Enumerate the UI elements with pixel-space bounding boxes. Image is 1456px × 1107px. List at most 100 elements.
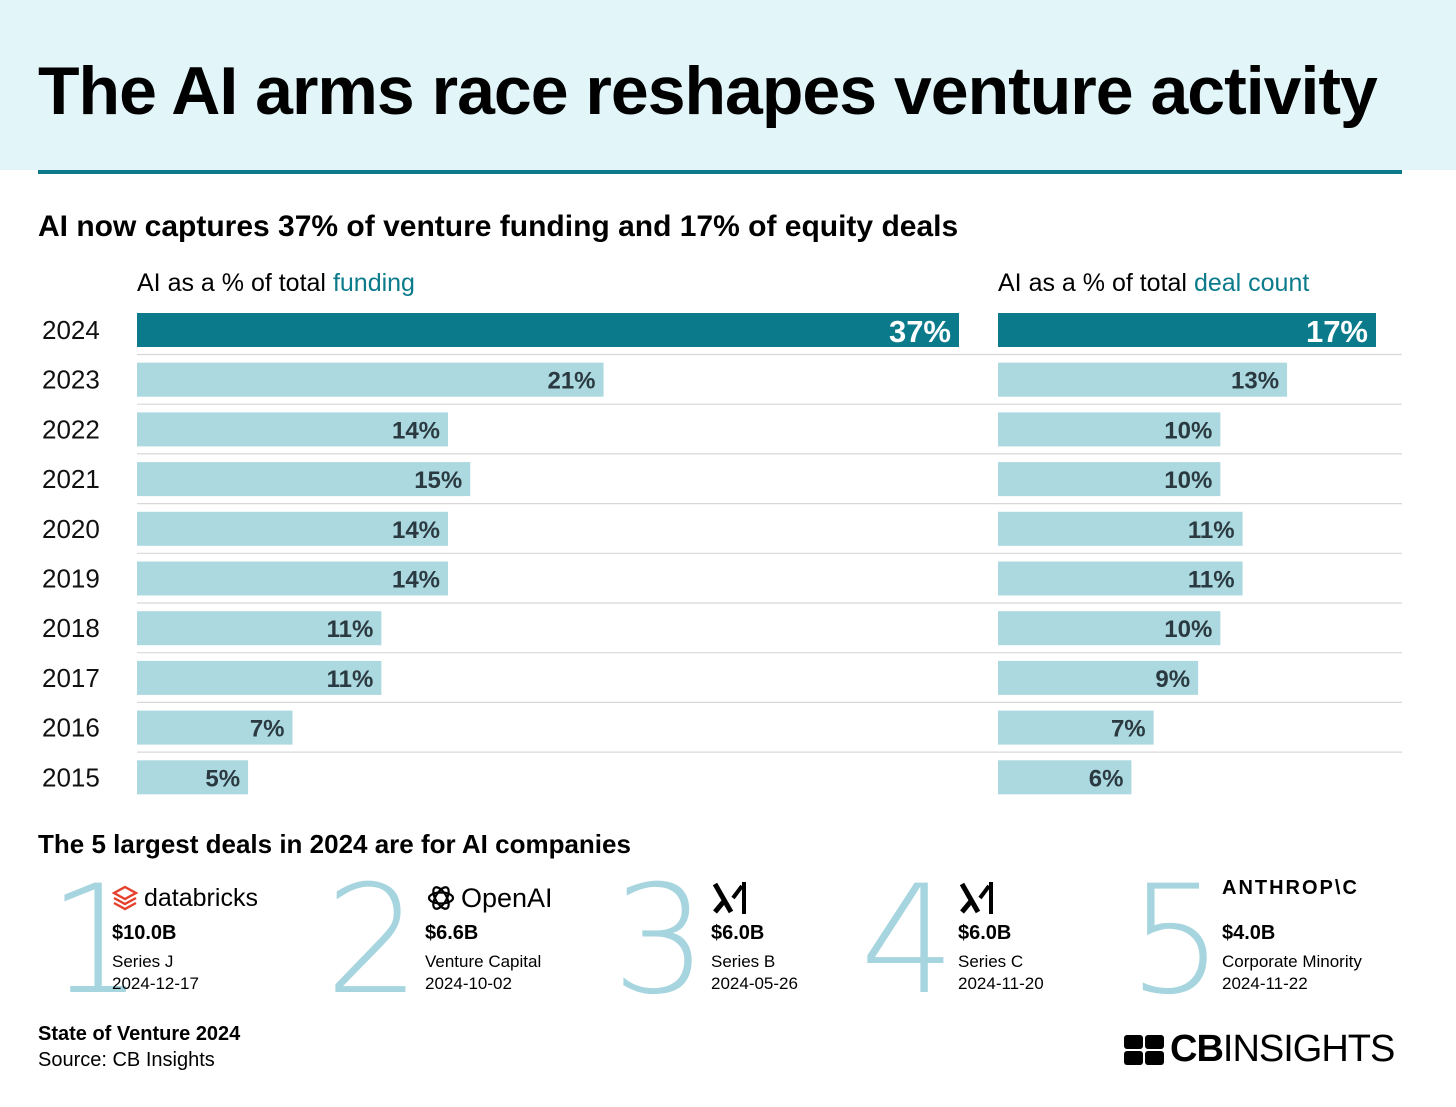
page-title: The AI arms race reshapes venture activi… bbox=[38, 53, 1378, 129]
company-logo-anthropic: ANTHROP\C bbox=[1222, 868, 1359, 908]
funding-bar-2024 bbox=[137, 313, 959, 347]
brand-part-2: INSIGHTS bbox=[1222, 1028, 1395, 1070]
year-label: 2018 bbox=[42, 613, 100, 643]
deal-round: Series J bbox=[112, 952, 174, 971]
deal-amount: $6.0B bbox=[958, 922, 1012, 944]
cb-insights-logo: CB INSIGHTS bbox=[1124, 1028, 1395, 1071]
footer-report-name: State of Venture 2024 bbox=[38, 1023, 241, 1045]
dealcount-bar-2021 bbox=[998, 462, 1221, 497]
funding-bar-2022 bbox=[137, 412, 449, 447]
dealcount-bar-2018 bbox=[998, 611, 1221, 646]
funding-value-label: 11% bbox=[327, 666, 374, 693]
dealcount-value-label: 13% bbox=[1231, 368, 1279, 395]
dealcount-bar-2017 bbox=[998, 660, 1199, 695]
funding-bar-2016 bbox=[137, 710, 293, 745]
dealcount-value-label: 17% bbox=[1306, 314, 1368, 349]
funding-value-label: 14% bbox=[392, 517, 440, 544]
funding-bar-2017 bbox=[137, 660, 382, 695]
dealcount-bar-2024 bbox=[998, 313, 1376, 347]
dealcount-bar-2023 bbox=[998, 362, 1288, 397]
dealcount-value-label: 10% bbox=[1164, 467, 1212, 494]
year-label: 2021 bbox=[42, 464, 100, 494]
title-divider bbox=[38, 170, 1402, 174]
funding-bar-2018 bbox=[137, 611, 382, 646]
company-name: databricks bbox=[144, 883, 258, 912]
cb-insights-mark-icon bbox=[1124, 1034, 1164, 1065]
openai-icon bbox=[427, 886, 455, 910]
deal-rank: 1 bbox=[48, 854, 144, 1028]
year-label: 2022 bbox=[42, 414, 100, 444]
deal-amount: $6.0B bbox=[711, 922, 765, 944]
dealcount-value-label: 10% bbox=[1164, 417, 1212, 444]
year-label: 2020 bbox=[42, 514, 100, 544]
dealcount-header-highlight: deal count bbox=[1193, 269, 1310, 297]
brand-part-1: CB bbox=[1170, 1028, 1224, 1070]
dealcount-bar-2019 bbox=[998, 561, 1243, 596]
funding-value-label: 14% bbox=[392, 417, 440, 444]
deal-amount: $6.6B bbox=[425, 922, 479, 944]
xai-logo-icon bbox=[712, 882, 746, 914]
dealcount-bar-2020 bbox=[998, 511, 1243, 546]
funding-header-highlight: funding bbox=[332, 269, 415, 297]
deals-title: The 5 largest deals in 2024 are for AI c… bbox=[38, 829, 631, 859]
dealcount-value-label: 11% bbox=[1188, 517, 1235, 544]
deal-date: 2024-10-02 bbox=[425, 974, 512, 993]
funding-value-label: 14% bbox=[392, 567, 440, 594]
dealcount-value-label: 6% bbox=[1089, 765, 1124, 792]
funding-bar-2020 bbox=[137, 511, 449, 546]
chart-subtitle: AI now captures 37% of venture funding a… bbox=[38, 210, 959, 243]
funding-value-label: 21% bbox=[547, 368, 595, 395]
dealcount-bar-2022 bbox=[998, 412, 1221, 447]
year-label: 2015 bbox=[42, 762, 100, 792]
company-logo-databricks: databricks bbox=[112, 878, 258, 918]
deal-rank: 5 bbox=[1128, 854, 1224, 1028]
company-logo-openai: OpenAI bbox=[425, 878, 553, 918]
funding-value-label: 7% bbox=[250, 716, 285, 743]
deal-round: Series B bbox=[711, 952, 776, 971]
funding-bar-2015 bbox=[137, 760, 249, 795]
deal-date: 2024-12-17 bbox=[112, 974, 199, 993]
deal-date: 2024-05-26 bbox=[711, 974, 798, 993]
funding-header-prefix: AI as a % of total bbox=[137, 269, 333, 297]
deal-rank: 2 bbox=[325, 854, 421, 1028]
company-name: OpenAI bbox=[461, 882, 553, 913]
year-label: 2024 bbox=[42, 315, 100, 345]
funding-bar-2023 bbox=[137, 362, 604, 397]
xai-logo-icon bbox=[959, 882, 993, 914]
deal-date: 2024-11-20 bbox=[958, 974, 1044, 993]
year-label: 2023 bbox=[42, 365, 100, 395]
funding-bar-2021 bbox=[137, 462, 471, 497]
company-logo-xai bbox=[711, 878, 751, 918]
company-name: ANTHROP\C bbox=[1222, 876, 1359, 899]
funding-value-label: 15% bbox=[414, 467, 462, 494]
funding-column-header: AI as a % of total funding bbox=[137, 269, 415, 298]
dealcount-header-prefix: AI as a % of total bbox=[998, 269, 1194, 297]
year-label: 2016 bbox=[42, 713, 100, 743]
dealcount-value-label: 7% bbox=[1111, 716, 1146, 743]
funding-value-label: 5% bbox=[205, 765, 240, 792]
deal-rank: 4 bbox=[860, 854, 956, 1028]
deal-date: 2024-11-22 bbox=[1222, 974, 1308, 993]
databricks-icon bbox=[112, 885, 138, 911]
year-label: 2019 bbox=[42, 564, 100, 594]
dealcount-bar-2016 bbox=[998, 710, 1154, 745]
dealcount-value-label: 9% bbox=[1155, 666, 1190, 693]
footer-source: Source: CB Insights bbox=[38, 1049, 215, 1071]
deal-amount: $10.0B bbox=[112, 922, 177, 944]
dealcount-column-header: AI as a % of total deal count bbox=[998, 269, 1309, 298]
deal-amount: $4.0B bbox=[1222, 922, 1276, 944]
funding-value-label: 11% bbox=[327, 616, 374, 643]
deal-round: Series C bbox=[958, 952, 1024, 971]
funding-value-label: 37% bbox=[889, 314, 951, 349]
dealcount-value-label: 11% bbox=[1188, 567, 1235, 594]
funding-bar-2019 bbox=[137, 561, 449, 596]
dealcount-bar-2015 bbox=[998, 760, 1132, 795]
header-band bbox=[0, 0, 1456, 170]
deal-round: Venture Capital bbox=[425, 952, 542, 971]
deal-round: Corporate Minority bbox=[1222, 952, 1362, 971]
year-label: 2017 bbox=[42, 663, 100, 693]
dealcount-value-label: 10% bbox=[1164, 616, 1212, 643]
company-logo-xai bbox=[958, 878, 998, 918]
deal-rank: 3 bbox=[612, 854, 708, 1028]
